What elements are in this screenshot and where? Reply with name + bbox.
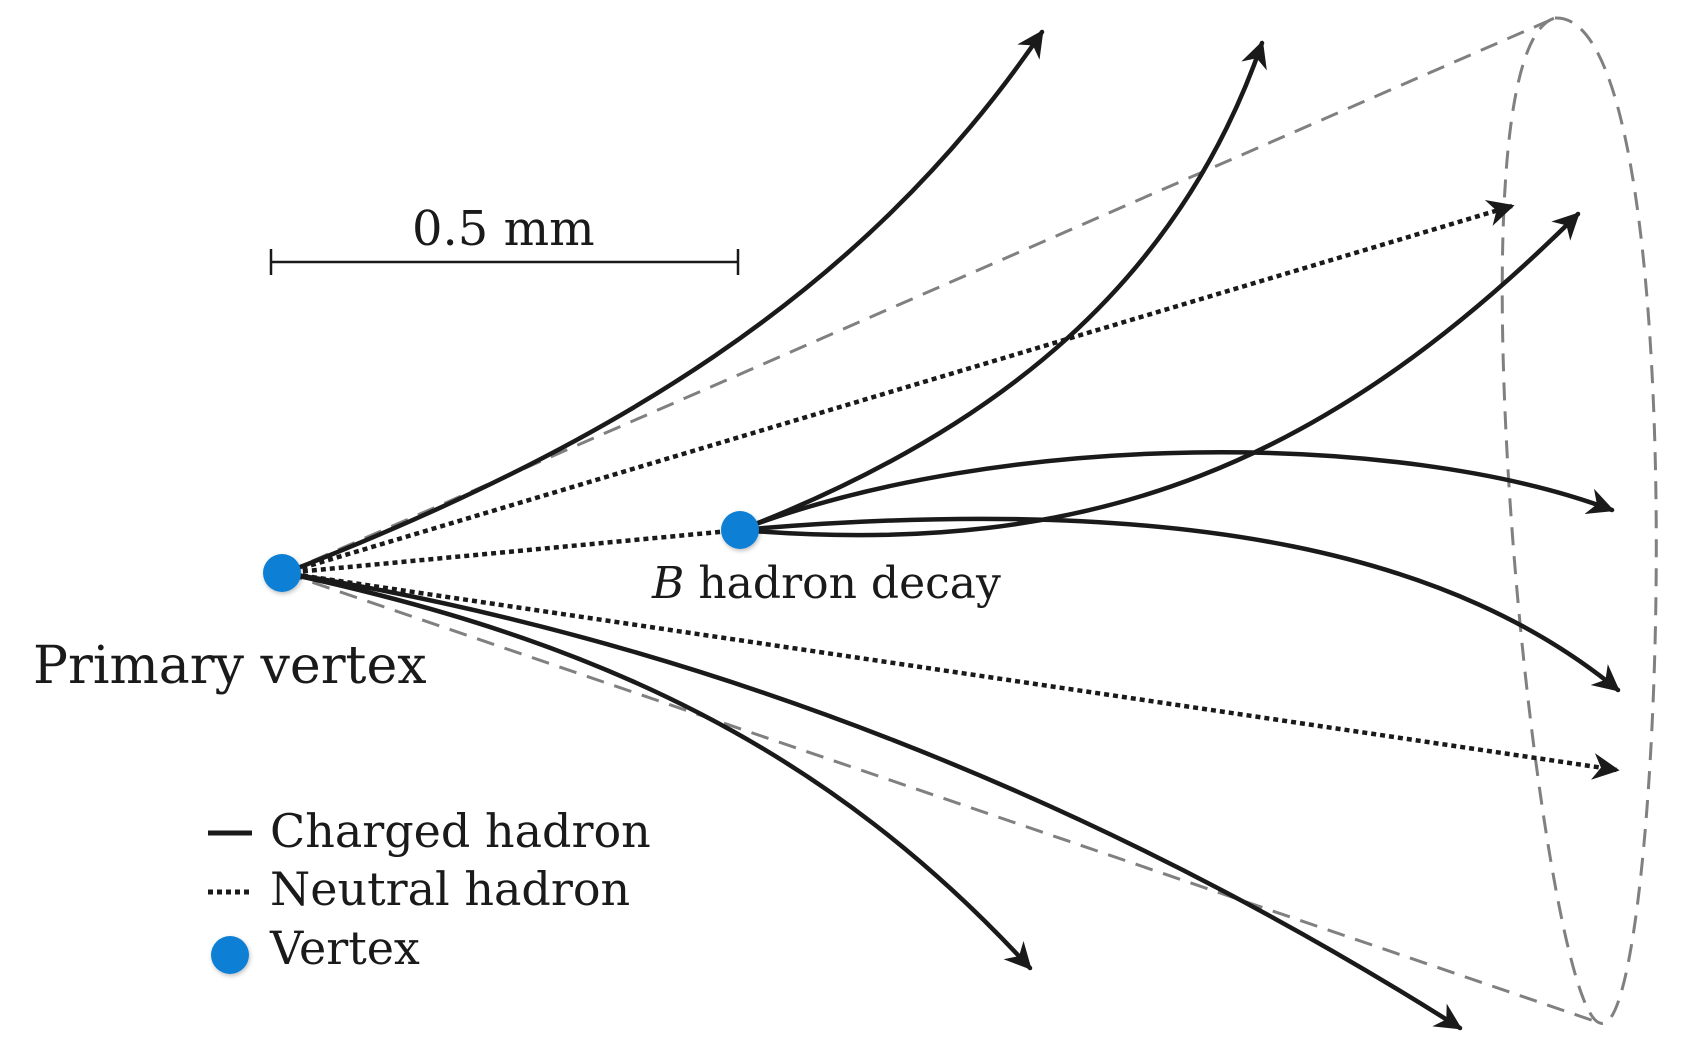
charged-track [737, 40, 1267, 533]
legend-markers [208, 830, 252, 974]
charged-track [737, 211, 1581, 538]
charged-track [282, 570, 1033, 971]
scale-bar [269, 249, 740, 275]
b-hadron-flight [284, 527, 741, 576]
neutral-track [284, 200, 1515, 576]
primary-vertex-label: Primary vertex [33, 636, 427, 696]
scale-label: 0.5 mm [412, 201, 595, 257]
primary-vertex-dot [263, 554, 301, 592]
charged-tracks-primary [282, 29, 1463, 1031]
charged-track [282, 570, 1463, 1031]
charged-track [737, 450, 1615, 533]
legend-vertex-label: Vertex [270, 921, 420, 975]
b-decay-text: hadron decay [698, 558, 1001, 609]
neutral-tracks-primary [284, 200, 1620, 780]
cone-lower-edge [284, 571, 1601, 1025]
jet-cone [284, 16, 1658, 1025]
cone-ellipse [1500, 16, 1658, 1025]
b-decay-label: B hadron decay [652, 562, 1001, 606]
legend-neutral-label: Neutral hadron [270, 862, 631, 916]
legend-charged-label: Charged hadron [270, 804, 651, 858]
b-decay-vertex-dot [721, 511, 759, 549]
charged-track [282, 29, 1045, 576]
legend-vertex-swatch [211, 936, 249, 974]
b-symbol: B [652, 558, 685, 609]
charged-track [737, 516, 1621, 693]
charged-tracks-b-decay [737, 40, 1621, 693]
